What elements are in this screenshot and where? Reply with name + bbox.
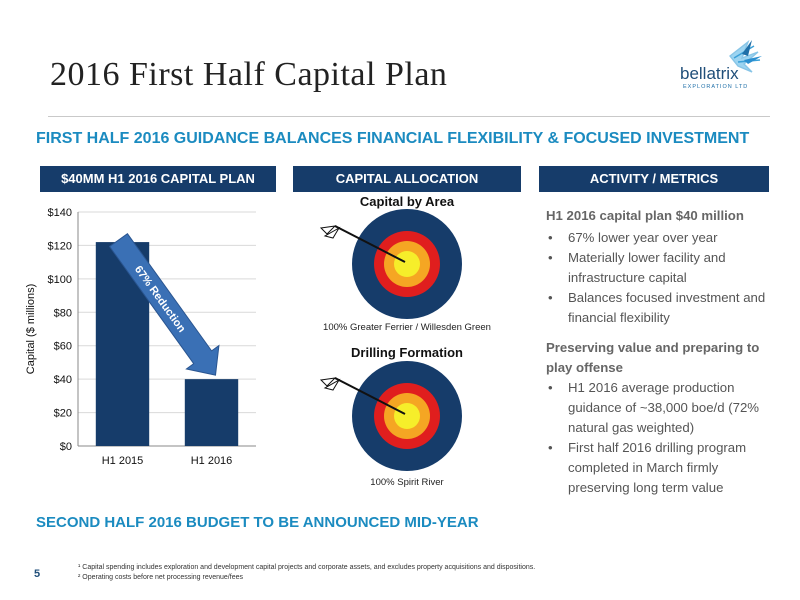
metrics-heading-value: Preserving value and preparing to play o… [546,340,760,375]
footnote-1: ¹ Capital spending includes exploration … [78,564,536,571]
drilling-formation-title: Drilling Formation [351,345,463,360]
budget-announcement: SECOND HALF 2016 BUDGET TO BE ANNOUNCED … [36,514,479,531]
bar [184,379,239,446]
metrics-bullet: H1 2016 average production guidance of ~… [546,378,768,438]
metrics-heading-capital: H1 2016 capital plan $40 million [546,208,744,223]
header-divider [48,116,770,117]
y-tick-label: $60 [54,341,72,353]
capital-by-area-caption: 100% Greater Ferrier / Willesden Green [323,322,491,333]
capital-by-area-target-icon [319,209,462,319]
logo-subtitle: EXPLORATION LTD [683,84,749,90]
logo-name: bellatrix [680,64,739,83]
page-number: 5 [34,568,41,580]
activity-metrics-panel: H1 2016 capital plan $40 million 67% low… [546,206,768,498]
y-tick-label: $0 [60,441,72,453]
metrics-bullet: First half 2016 drilling program complet… [546,438,768,498]
capital-by-area-title: Capital by Area [359,194,455,209]
y-tick-label: $20 [54,408,72,420]
drilling-formation-target-icon [319,361,462,471]
metrics-bullet: Materially lower facility and infrastruc… [546,248,768,288]
bellatrix-logo-icon [729,39,762,73]
metrics-bullet: 67% lower year over year [546,228,768,248]
header-activity-metrics: ACTIVITY / METRICS [539,166,769,192]
y-tick-label: $120 [48,240,72,252]
drilling-formation-caption: 100% Spirit River [370,477,444,488]
header-capital-allocation: CAPITAL ALLOCATION [293,166,521,192]
y-tick-label: $40 [54,374,72,386]
y-tick-label: $100 [48,274,72,286]
reduction-arrow-shape [108,232,220,376]
capital-bar-chart: $0 $20 $40 $60 $80 $100 $120 $140 Capital ($ mil… [25,207,256,467]
y-axis-label: Capital ($ millions) [25,284,37,374]
footnote-2: ² Operating costs before net processing … [78,574,243,581]
x-tick-label: H1 2015 [102,455,144,467]
page-title: 2016 First Half Capital Plan [50,56,448,93]
header-capital-plan: $40MM H1 2016 CAPITAL PLAN [40,166,276,192]
y-tick-label: $80 [54,307,72,319]
section-subtitle: FIRST HALF 2016 GUIDANCE BALANCES FINANC… [36,130,750,147]
y-tick-label: $140 [48,207,72,219]
x-tick-label: H1 2016 [191,455,233,467]
metrics-bullet: Balances focused investment and financia… [546,288,768,328]
